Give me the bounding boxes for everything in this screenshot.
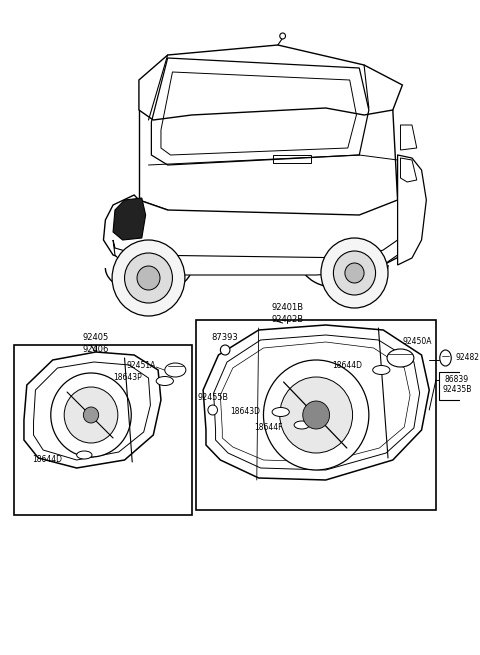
- Circle shape: [84, 407, 99, 423]
- Circle shape: [64, 387, 118, 443]
- Circle shape: [112, 240, 185, 316]
- Polygon shape: [113, 240, 402, 275]
- Ellipse shape: [272, 407, 289, 417]
- Ellipse shape: [387, 349, 414, 367]
- Text: 18644D: 18644D: [32, 455, 62, 464]
- Ellipse shape: [294, 421, 310, 429]
- Text: 18643P: 18643P: [113, 373, 142, 383]
- Text: 92406: 92406: [83, 345, 109, 354]
- Circle shape: [208, 405, 217, 415]
- Circle shape: [345, 263, 364, 283]
- Bar: [14, 345, 192, 515]
- Text: 92401B: 92401B: [271, 303, 303, 312]
- Circle shape: [280, 33, 286, 39]
- Bar: [439, 372, 475, 400]
- Circle shape: [137, 266, 160, 290]
- Text: 18643D: 18643D: [230, 407, 261, 417]
- Circle shape: [303, 401, 330, 429]
- Text: 92450A: 92450A: [402, 337, 432, 346]
- Ellipse shape: [156, 377, 173, 386]
- Ellipse shape: [440, 350, 451, 366]
- Circle shape: [220, 345, 230, 355]
- Text: 92455B: 92455B: [197, 394, 228, 403]
- Text: 86839: 86839: [445, 375, 469, 383]
- Text: 92482: 92482: [455, 354, 479, 362]
- Circle shape: [280, 377, 353, 453]
- Polygon shape: [104, 195, 407, 268]
- Circle shape: [321, 238, 388, 308]
- Bar: [196, 320, 436, 510]
- Polygon shape: [397, 155, 426, 265]
- Text: 92451A: 92451A: [127, 360, 156, 369]
- Ellipse shape: [165, 363, 186, 377]
- Text: 18644F: 18644F: [254, 424, 283, 432]
- Ellipse shape: [77, 451, 92, 459]
- Ellipse shape: [372, 365, 390, 375]
- Text: 18644D: 18644D: [332, 360, 362, 369]
- Text: 87393: 87393: [212, 333, 239, 343]
- Bar: [273, 155, 312, 163]
- Circle shape: [334, 251, 375, 295]
- Text: 92435B: 92435B: [442, 386, 472, 394]
- Circle shape: [124, 253, 172, 303]
- Polygon shape: [203, 325, 429, 480]
- Polygon shape: [24, 352, 161, 468]
- Polygon shape: [113, 198, 145, 240]
- Text: 92405: 92405: [83, 333, 109, 343]
- Circle shape: [264, 360, 369, 470]
- Circle shape: [51, 373, 131, 457]
- Text: 92402B: 92402B: [271, 314, 303, 324]
